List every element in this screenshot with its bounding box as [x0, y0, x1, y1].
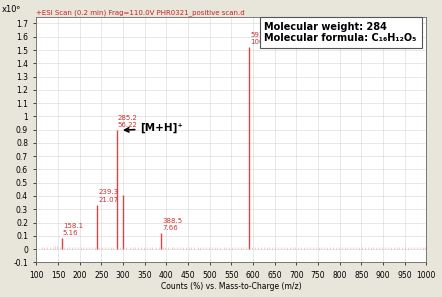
Text: Molecular weight: 284
Molecular formula: C₁₆H₁₂O₅: Molecular weight: 284 Molecular formula:… — [264, 22, 417, 43]
Text: [M+H]⁺: [M+H]⁺ — [125, 123, 183, 133]
Text: 388.5
7.66: 388.5 7.66 — [163, 218, 183, 231]
Text: 285.2
56.22: 285.2 56.22 — [118, 115, 138, 128]
Text: 239.3
21.07: 239.3 21.07 — [98, 189, 118, 203]
Text: +ESI Scan (0.2 min) Frag=110.0V PHR0321_positive scan.d: +ESI Scan (0.2 min) Frag=110.0V PHR0321_… — [36, 9, 245, 16]
Text: 591.3
100.00: 591.3 100.00 — [251, 32, 275, 45]
Text: x10⁶: x10⁶ — [1, 5, 20, 14]
X-axis label: Counts (%) vs. Mass-to-Charge (m/z): Counts (%) vs. Mass-to-Charge (m/z) — [161, 282, 301, 291]
Text: 158.1
5.16: 158.1 5.16 — [63, 223, 83, 236]
